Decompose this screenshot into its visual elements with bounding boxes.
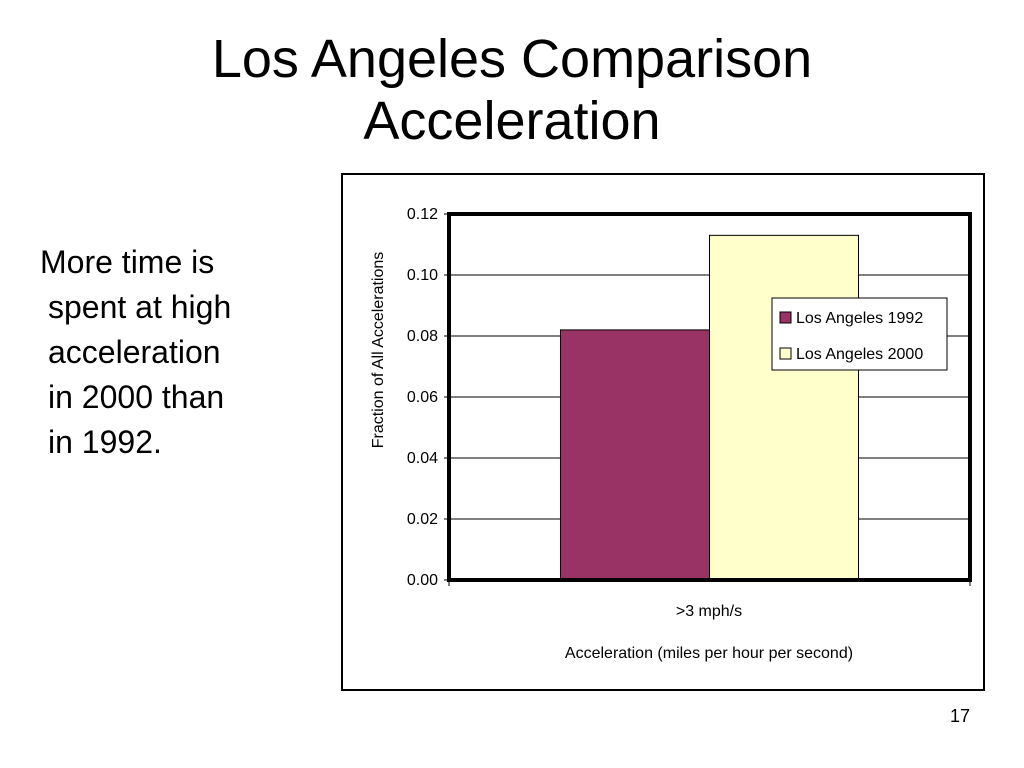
plot-area-border: [447, 212, 972, 582]
slide-title-line-1: Los Angeles Comparison: [211, 29, 813, 89]
bar-los-angeles-1992-0: [560, 329, 710, 581]
y-tick-label-3: 0.06: [407, 389, 438, 406]
legend: Los Angeles 1992 Los Angeles 2000: [771, 297, 948, 371]
legend-label-2000: Los Angeles 2000: [796, 346, 923, 363]
y-tick-label-2: 0.04: [407, 450, 438, 467]
slide-title-line-2: Acceleration: [363, 91, 661, 151]
bar-chart: 0.00 0.02 0.04 0.06 0.08 0.10 0.12 Fraction of…: [370, 206, 972, 662]
body-text-line-1: More time is: [40, 244, 215, 280]
y-axis-title: Fraction of All Accelerations: [370, 252, 387, 449]
y-tick-label-6: 0.12: [407, 206, 438, 223]
x-axis-title: Acceleration (miles per hour per second): [565, 645, 853, 662]
y-tick-labels: 0.00 0.02 0.04 0.06 0.08 0.10 0.12: [407, 206, 438, 589]
y-tick-label-0: 0.00: [407, 572, 438, 589]
legend-label-1992: Los Angeles 1992: [796, 310, 923, 327]
legend-swatch-2000: [779, 347, 792, 360]
page-number: 17: [949, 706, 970, 726]
body-text-line-4: in 2000 than: [48, 379, 225, 415]
legend-box: [771, 297, 948, 371]
y-tick-label-4: 0.08: [407, 328, 438, 345]
axes: [444, 212, 972, 586]
y-tick-label-5: 0.10: [407, 267, 438, 284]
body-text-line-5: in 1992.: [48, 424, 162, 460]
legend-swatch-1992: [779, 311, 792, 324]
body-text: More time is spent at high acceleration …: [40, 240, 300, 465]
x-category-label: >3 mph/s: [676, 603, 742, 620]
body-text-line-3: acceleration: [48, 334, 221, 370]
body-text-line-2: spent at high: [48, 289, 232, 325]
y-tick-label-1: 0.02: [407, 511, 438, 528]
chart-frame: 0.00 0.02 0.04 0.06 0.08 0.10 0.12 Fraction of…: [341, 173, 985, 691]
slide-title: Los Angeles Comparison Acceleration: [0, 28, 1024, 152]
bars: [560, 234, 859, 581]
bar-los-angeles-2000-0: [709, 234, 859, 581]
